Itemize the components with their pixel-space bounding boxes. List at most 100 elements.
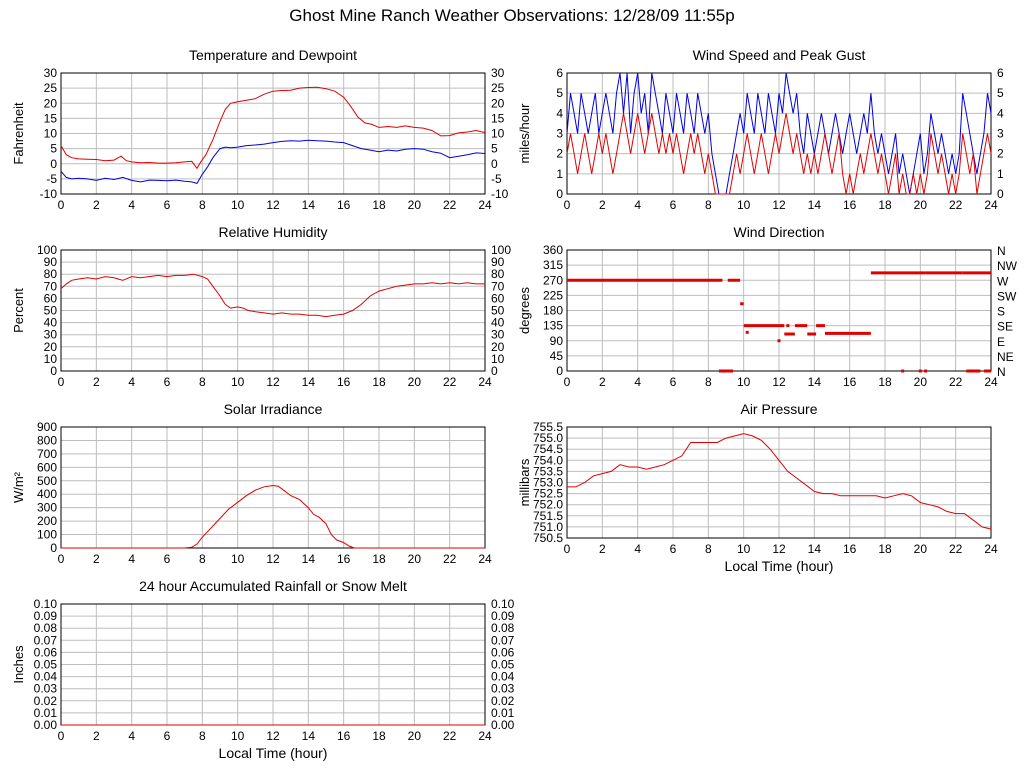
- y-tick-label: 45: [550, 349, 564, 363]
- x-tick-label: 0: [58, 552, 65, 566]
- y-tick-label: 20: [44, 340, 58, 354]
- y-tick-label-right: 4: [997, 106, 1004, 120]
- x-tick-label: 24: [984, 198, 998, 212]
- solar-title: Solar Irradiance: [224, 401, 323, 417]
- y-tick-label-right: 0.00: [491, 718, 515, 732]
- y-tick-label: 752.0: [533, 498, 563, 512]
- humidity-title: Relative Humidity: [219, 224, 328, 240]
- x-tick-label: 12: [266, 729, 280, 743]
- y-tick-label: 0.03: [34, 682, 58, 696]
- compass-label: NW: [997, 259, 1018, 273]
- y-tick-label: 754.0: [533, 453, 563, 467]
- y-tick-label: 500: [37, 474, 57, 488]
- x-tick-label: 8: [705, 198, 712, 212]
- x-tick-label: 20: [914, 542, 928, 556]
- x-tick-label: 10: [737, 198, 751, 212]
- wind-direction-frame: [566, 249, 992, 372]
- y-tick-label: 40: [44, 316, 58, 330]
- x-tick-label: 18: [372, 375, 386, 389]
- x-tick-label: 14: [808, 542, 822, 556]
- rainfall-title: 24 hour Accumulated Rainfall or Snow Mel…: [139, 578, 407, 594]
- y-tick-label: 753.0: [533, 476, 563, 490]
- y-tick-label: 6: [556, 66, 563, 80]
- y-tick-label-right: 1: [997, 167, 1004, 181]
- x-tick-label: 0: [58, 729, 65, 743]
- temperature-series-1-line: [60, 139, 486, 184]
- y-tick-label: 752.5: [533, 487, 563, 501]
- y-tick-label: 90: [550, 334, 564, 348]
- x-tick-label: 8: [199, 729, 206, 743]
- y-tick-label: 0.10: [34, 597, 58, 611]
- y-tick-label-right: 30: [491, 328, 505, 342]
- x-tick-label: 0: [564, 198, 571, 212]
- x-tick-label: 18: [372, 552, 386, 566]
- y-tick-label: 5: [50, 142, 57, 156]
- wind-direction-point: [786, 324, 790, 328]
- x-tick-label: 22: [443, 552, 457, 566]
- solar-frame: [60, 426, 486, 549]
- y-tick-label: 0.06: [34, 645, 58, 659]
- x-tick-label: 2: [93, 552, 100, 566]
- y-tick-label-right: -10: [491, 187, 509, 201]
- solar-series-0-line: [61, 484, 485, 549]
- wind-direction-title: Wind Direction: [733, 224, 824, 240]
- y-tick-label: 0.07: [34, 633, 58, 647]
- y-tick-label: 753.5: [533, 464, 563, 478]
- x-tick-label: 14: [302, 198, 316, 212]
- y-tick-label: 900: [37, 420, 57, 434]
- y-tick-label-right: 5: [491, 142, 498, 156]
- y-tick-label-right: 20: [491, 340, 505, 354]
- x-tick-label: 4: [634, 375, 641, 389]
- y-tick-label-right: 10: [491, 352, 505, 366]
- x-tick-label: 6: [164, 729, 171, 743]
- y-tick-label: 315: [543, 258, 563, 272]
- y-tick-label: -10: [40, 187, 58, 201]
- y-tick-label: 90: [44, 255, 58, 269]
- y-tick-label-right: 5: [997, 86, 1004, 100]
- y-tick-label: 30: [44, 328, 58, 342]
- x-tick-label: 6: [670, 542, 677, 556]
- y-tick-label: 2: [556, 147, 563, 161]
- temperature-ylabel: Fahrenheit: [11, 102, 26, 165]
- x-tick-label: 2: [599, 198, 606, 212]
- rainfall-xlabel: Local Time (hour): [219, 745, 328, 761]
- y-tick-label: 751.5: [533, 509, 563, 523]
- x-tick-label: 18: [878, 542, 892, 556]
- x-tick-label: 20: [408, 375, 422, 389]
- compass-label: S: [997, 305, 1005, 319]
- wind-direction-point: [777, 339, 781, 343]
- x-tick-label: 10: [231, 552, 245, 566]
- y-tick-label-right: 10: [491, 127, 505, 141]
- wind-speed-series-1-line: [566, 113, 992, 195]
- x-tick-label: 2: [93, 375, 100, 389]
- x-tick-label: 16: [337, 198, 351, 212]
- y-tick-label: 5: [556, 86, 563, 100]
- pressure-title: Air Pressure: [740, 401, 817, 417]
- x-tick-label: 12: [266, 375, 280, 389]
- x-tick-label: 8: [199, 198, 206, 212]
- y-tick-label-right: 0.04: [491, 670, 515, 684]
- y-tick-label-right: 70: [491, 279, 505, 293]
- y-tick-label-right: 20: [491, 96, 505, 110]
- y-tick-label-right: 3: [997, 127, 1004, 141]
- y-tick-label-right: 0.05: [491, 658, 515, 672]
- y-tick-label-right: -5: [491, 172, 502, 186]
- x-tick-label: 12: [266, 552, 280, 566]
- x-tick-label: 12: [772, 198, 786, 212]
- wind-direction-point: [745, 330, 749, 334]
- x-tick-label: 20: [408, 729, 422, 743]
- wind-speed-series-0-line: [566, 72, 992, 195]
- x-tick-label: 4: [128, 198, 135, 212]
- x-tick-label: 22: [443, 198, 457, 212]
- y-tick-label: 1: [556, 167, 563, 181]
- x-tick-label: 14: [302, 729, 316, 743]
- x-tick-label: 0: [564, 375, 571, 389]
- rainfall-chart: 24 hour Accumulated Rainfall or Snow Mel…: [11, 578, 515, 761]
- x-tick-label: 2: [599, 375, 606, 389]
- y-tick-label: 754.5: [533, 442, 563, 456]
- x-tick-label: 6: [164, 375, 171, 389]
